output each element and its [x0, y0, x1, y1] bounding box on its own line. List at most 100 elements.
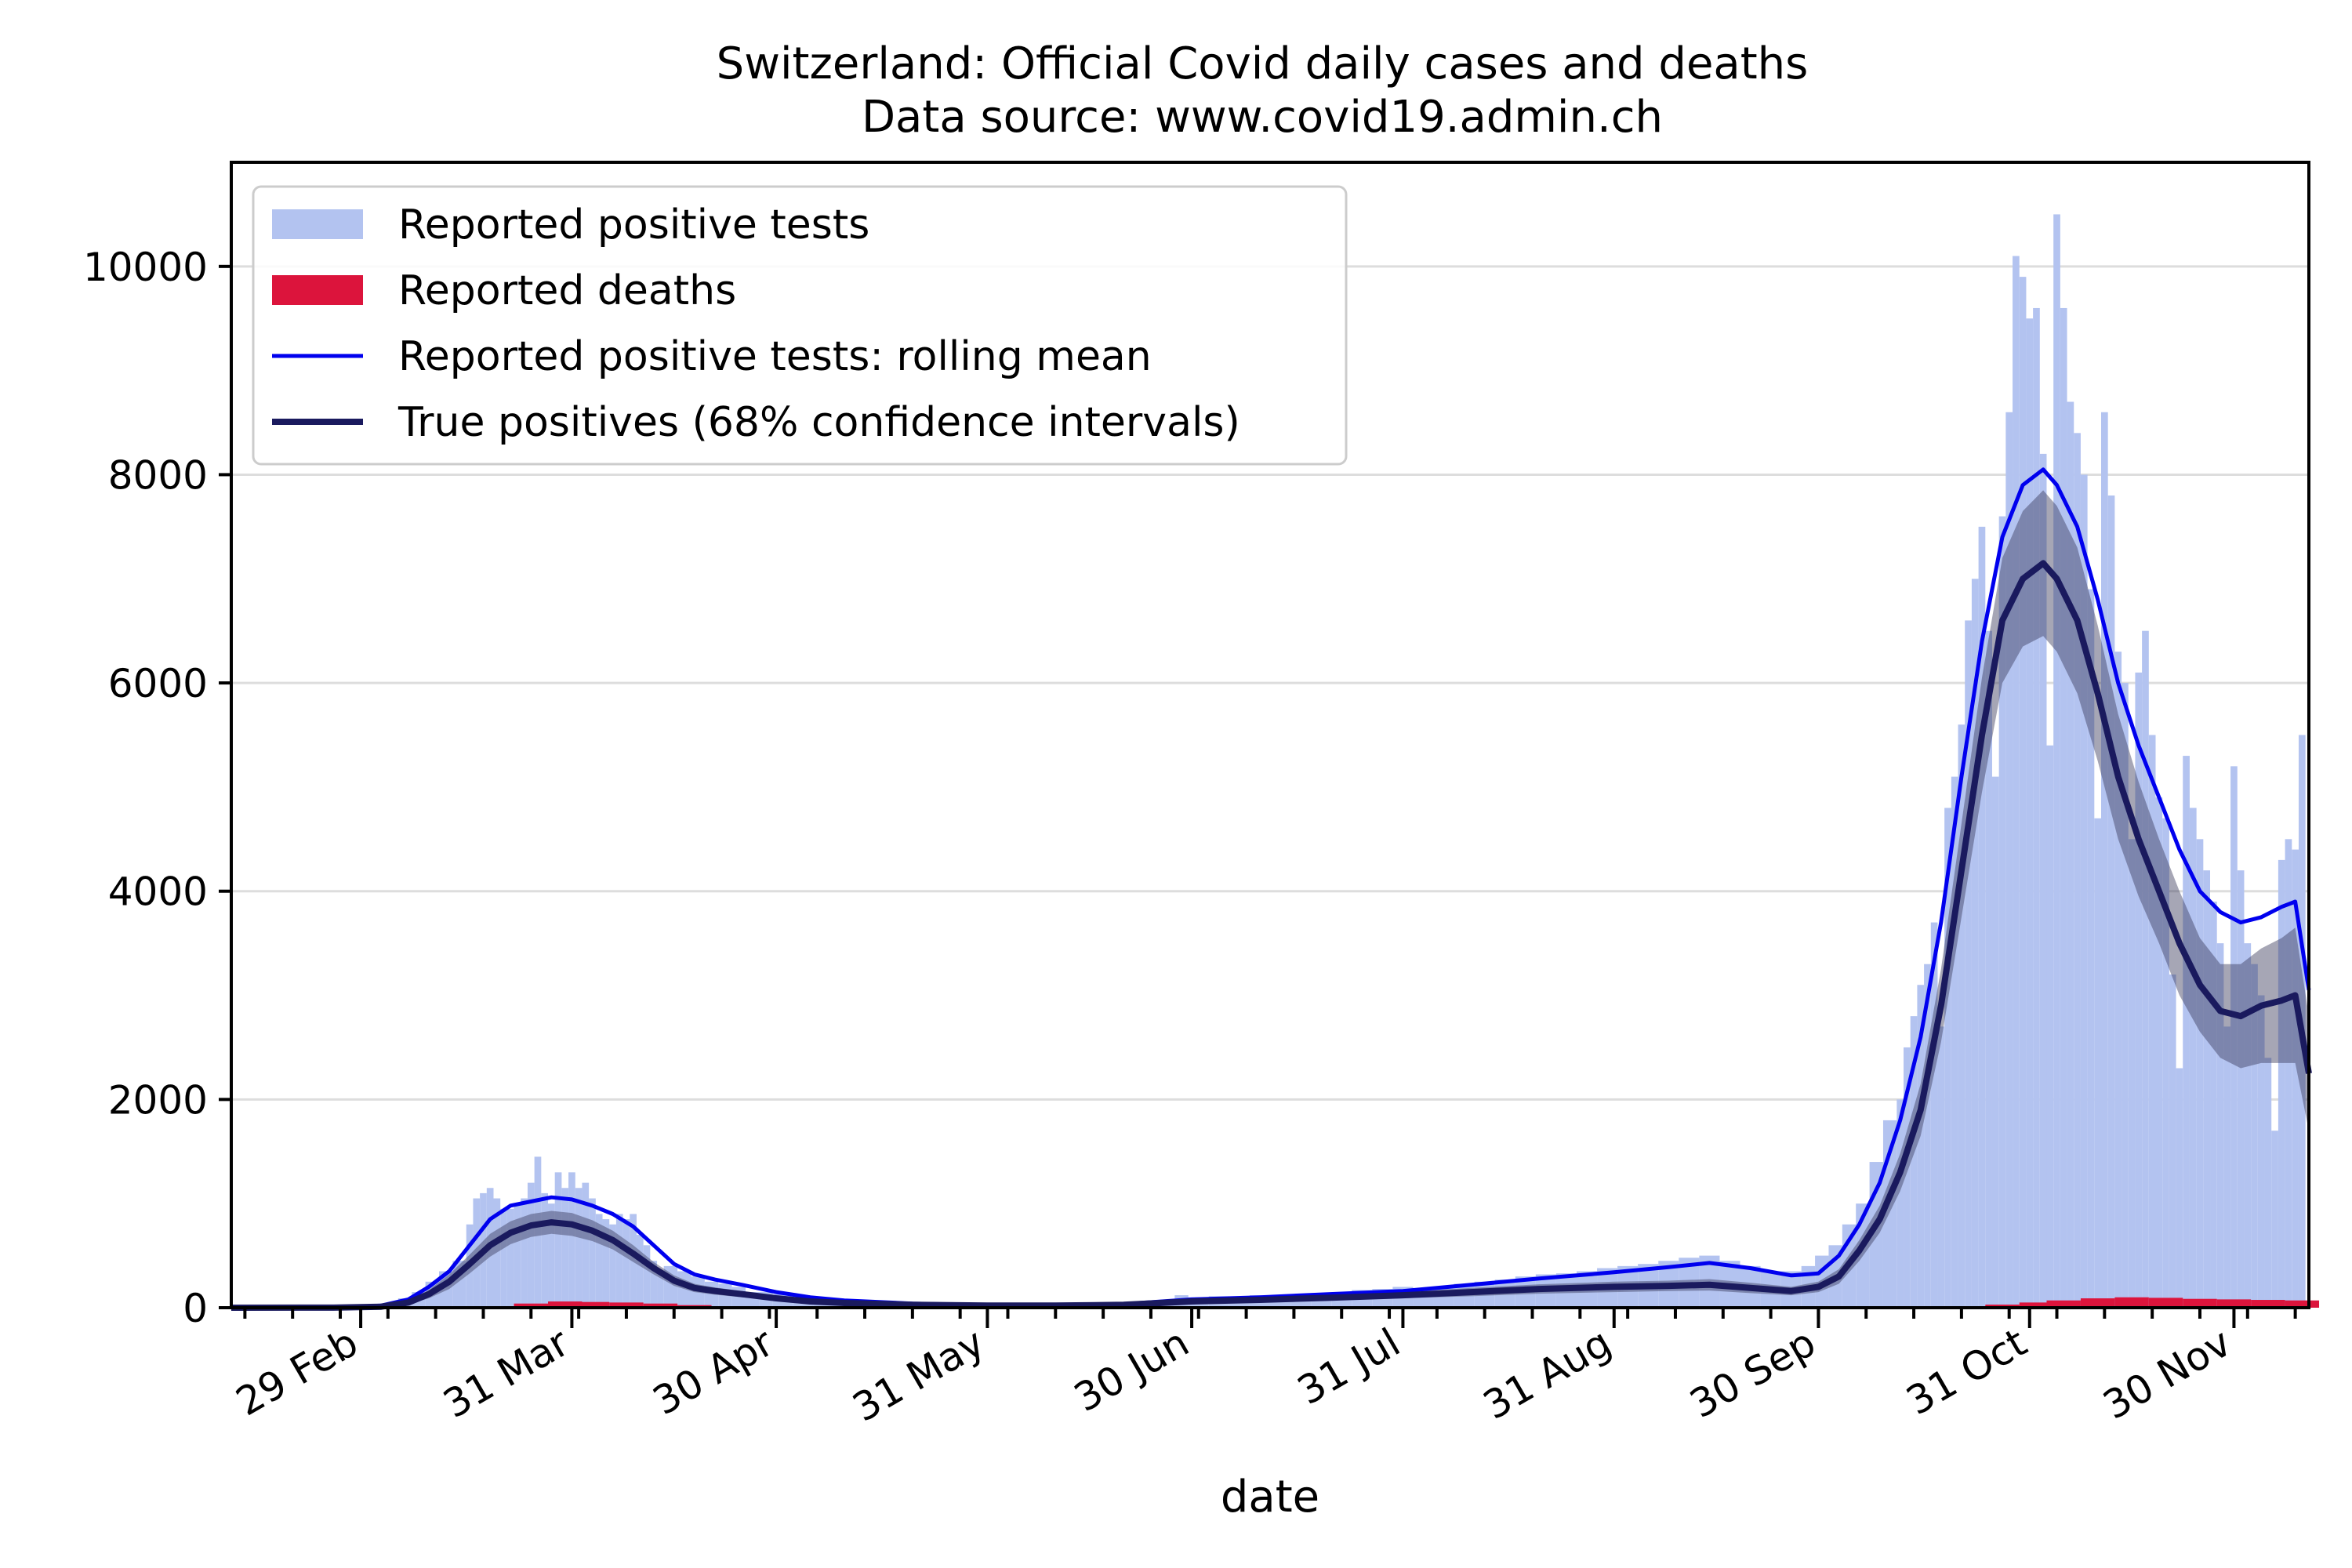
positive-test-bar: [643, 1245, 651, 1308]
x-tick-label: 30 Sep: [1682, 1319, 1823, 1427]
legend-swatch: [272, 275, 363, 305]
positive-test-bar: [506, 1208, 514, 1308]
death-bar: [643, 1303, 678, 1308]
x-tick-label: 30 Jun: [1067, 1319, 1197, 1421]
positive-test-bar: [473, 1198, 481, 1308]
positive-test-bar: [561, 1188, 569, 1308]
positive-test-bar: [602, 1219, 610, 1308]
chart-title: Switzerland: Official Covid daily cases …: [717, 38, 1809, 89]
positive-test-bar: [2169, 974, 2176, 1308]
positive-test-bar: [1944, 808, 1951, 1308]
positive-test-bar: [534, 1156, 542, 1308]
positive-test-bar: [554, 1172, 562, 1308]
y-axis: 0 2000 4000 6000 8000 10000: [83, 245, 231, 1331]
positive-test-bar: [2257, 995, 2265, 1308]
x-tick-label: 31 May: [845, 1319, 992, 1431]
positive-test-bar: [2285, 839, 2292, 1308]
positive-test-bar: [2039, 453, 2047, 1308]
positive-test-bar: [575, 1188, 583, 1308]
positive-test-bar: [2013, 256, 2020, 1308]
positive-test-bar: [2060, 307, 2067, 1308]
positive-test-bar: [2176, 1068, 2183, 1308]
positive-test-bar: [2223, 1026, 2231, 1308]
y-tick-label: 4000: [108, 869, 208, 915]
positive-tests-bars: [329, 214, 2306, 1308]
plot-frame: [230, 161, 2310, 1309]
true-positives-line: [230, 560, 2312, 1311]
positive-test-bar: [589, 1198, 596, 1308]
positive-test-bar: [2074, 433, 2081, 1308]
positive-test-bar: [582, 1182, 590, 1308]
positive-test-bar: [650, 1261, 658, 1308]
positive-test-bar: [2292, 849, 2299, 1308]
positive-test-bar: [2203, 870, 2211, 1308]
death-bar: [2019, 1302, 2054, 1308]
x-axis: 29 Feb 31 Mar 30 Apr 31 May 30 Jun 31 Jul 31 A…: [229, 1308, 2297, 1431]
chart-subtitle: Data source: www.covid19.admin.ch: [862, 92, 1663, 143]
positive-test-bar: [2142, 630, 2149, 1308]
positive-test-bar: [630, 1214, 637, 1308]
y-tick-label: 10000: [83, 245, 208, 290]
rolling-mean-line: [230, 467, 2311, 1310]
positive-test-bar: [1991, 776, 1999, 1308]
legend-box: [252, 185, 1348, 466]
positive-test-bar: [2094, 818, 2101, 1308]
positive-test-bar: [2122, 683, 2129, 1308]
positive-test-bar: [493, 1198, 501, 1308]
positive-test-bar: [2026, 318, 2034, 1308]
positive-test-bar: [2216, 943, 2224, 1308]
y-tick-label: 8000: [108, 452, 208, 498]
positive-test-bar: [2005, 412, 2013, 1308]
positive-test-bar: [2271, 1131, 2278, 1308]
positive-test-bar: [514, 1203, 521, 1308]
positive-test-bar: [541, 1192, 549, 1308]
positive-test-bar: [595, 1214, 603, 1308]
y-tick-label: 6000: [108, 661, 208, 706]
death-bar: [548, 1301, 583, 1308]
positive-test-bar: [1971, 579, 1979, 1308]
positive-test-bar: [2264, 1058, 2272, 1308]
positive-test-bar: [1910, 1016, 1918, 1308]
positive-test-bar: [2278, 859, 2285, 1308]
death-bar: [2046, 1300, 2081, 1308]
positive-test-bar: [2196, 839, 2204, 1308]
x-tick-label: 31 Aug: [1475, 1319, 1618, 1428]
positive-test-bar: [2237, 870, 2245, 1308]
positive-test-bar: [2033, 307, 2040, 1308]
positive-test-bar: [521, 1198, 528, 1308]
x-tick-label: 31 Jul: [1290, 1319, 1407, 1414]
positive-test-bar: [1998, 516, 2006, 1308]
x-tick-label: 30 Apr: [645, 1319, 781, 1424]
x-axis-label: date: [1221, 1472, 1319, 1523]
death-bar: [609, 1302, 644, 1308]
positive-test-bar: [2162, 818, 2169, 1308]
positive-test-bar: [1985, 630, 1992, 1308]
death-bar: [2285, 1300, 2320, 1308]
death-bar: [575, 1301, 610, 1308]
positive-test-bar: [1856, 1203, 1870, 1308]
positive-test-bar: [2230, 766, 2238, 1308]
positive-test-bar: [1896, 1099, 1904, 1308]
legend: Reported positive tests Reported deaths Re…: [252, 185, 1348, 466]
positive-test-bar: [1951, 776, 1958, 1308]
positive-test-bar: [527, 1182, 535, 1308]
x-tick-label: 30 Nov: [2096, 1319, 2238, 1428]
positive-test-bar: [2019, 277, 2027, 1308]
positive-test-bar: [1965, 620, 1972, 1308]
positive-test-bar: [2107, 495, 2115, 1308]
positive-test-bar: [2135, 672, 2143, 1308]
positive-test-bar: [548, 1203, 555, 1308]
x-tick-label: 31 Oct: [1899, 1319, 2034, 1424]
positive-test-bar: [691, 1276, 705, 1308]
positive-test-bar: [2128, 839, 2136, 1308]
positive-test-bar: [1937, 1026, 1945, 1308]
legend-label: Reported positive tests: [398, 201, 869, 249]
y-tick-label: 0: [183, 1286, 208, 1331]
positive-test-bar: [2189, 808, 2197, 1308]
series-lines: [230, 467, 2312, 1311]
legend-label: Reported positive tests: rolling mean: [398, 333, 1152, 380]
positive-test-bar: [1904, 1047, 1911, 1308]
positive-test-bar: [1978, 526, 1986, 1308]
positive-test-bar: [2251, 964, 2258, 1308]
